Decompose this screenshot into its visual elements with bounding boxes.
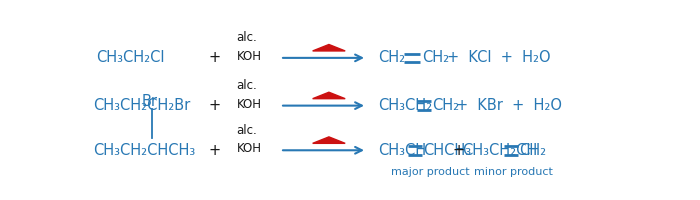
Text: +  KCl  +  H₂O: + KCl + H₂O bbox=[447, 50, 551, 65]
Text: alc.: alc. bbox=[237, 79, 258, 92]
Text: CH₃CH₂CH₂Br: CH₃CH₂CH₂Br bbox=[93, 98, 190, 113]
Text: alc.: alc. bbox=[237, 124, 258, 137]
Text: CH₂: CH₂ bbox=[422, 50, 449, 65]
Polygon shape bbox=[313, 44, 345, 51]
Text: CH₂: CH₂ bbox=[378, 50, 405, 65]
Text: CH₃CH₂CH: CH₃CH₂CH bbox=[462, 143, 537, 158]
Text: minor product: minor product bbox=[474, 167, 552, 177]
Text: +  KBr  +  H₂O: + KBr + H₂O bbox=[456, 98, 562, 113]
Text: +: + bbox=[209, 98, 221, 113]
Polygon shape bbox=[313, 92, 345, 99]
Text: +: + bbox=[209, 143, 221, 158]
Text: KOH: KOH bbox=[237, 142, 262, 155]
Text: KOH: KOH bbox=[237, 50, 262, 63]
Text: CH₃CH: CH₃CH bbox=[378, 143, 426, 158]
Text: alc.: alc. bbox=[237, 31, 258, 44]
Text: CH₃CH₂: CH₃CH₂ bbox=[378, 98, 432, 113]
Text: Br: Br bbox=[141, 94, 158, 108]
Text: CH₃CH₂Cl: CH₃CH₂Cl bbox=[96, 50, 164, 65]
Text: CH₂: CH₂ bbox=[432, 98, 459, 113]
Text: KOH: KOH bbox=[237, 98, 262, 111]
Text: CH₂: CH₂ bbox=[519, 143, 547, 158]
Text: CH₃CH₂CHCH₃: CH₃CH₂CHCH₃ bbox=[93, 143, 195, 158]
Polygon shape bbox=[313, 137, 345, 143]
Text: +: + bbox=[453, 143, 465, 158]
Text: major product: major product bbox=[391, 167, 470, 177]
Text: +: + bbox=[209, 50, 221, 65]
Text: CHCH₃: CHCH₃ bbox=[423, 143, 471, 158]
